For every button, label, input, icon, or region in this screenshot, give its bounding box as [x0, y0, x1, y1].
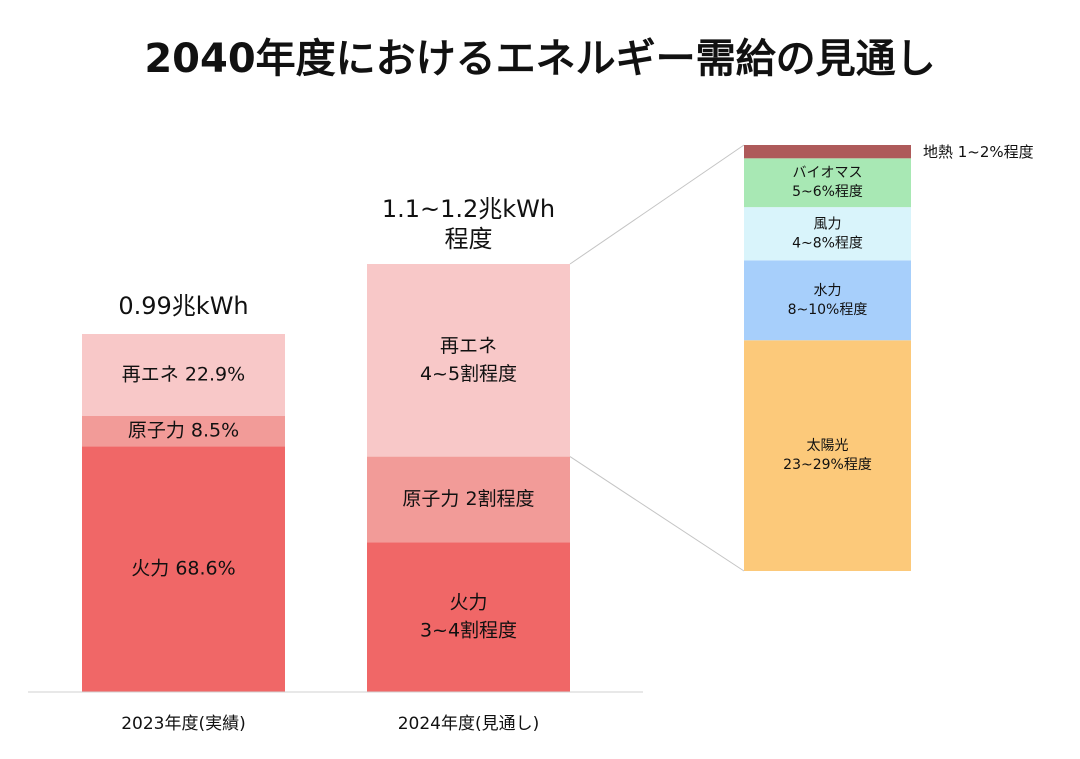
segment-label-0-0: 火力 68.6% — [131, 558, 235, 580]
segment-label-0-1: 原子力 8.5% — [128, 420, 239, 442]
segment-label-0-2: 再エネ 22.9% — [122, 363, 245, 385]
breakdown-label-0: 太陽光 23~29%程度 — [783, 438, 872, 473]
breakdown-segment-2 — [744, 207, 911, 261]
segment-label-1-0: 火力 3~4割程度 — [420, 592, 517, 642]
category-label-0: 2023年度(実績) — [121, 714, 246, 734]
bar-segment-0-1 — [82, 415, 285, 447]
segment-label-1-1: 原子力 2割程度 — [402, 488, 534, 510]
segment-label-1-2: 再エネ 4~5割程度 — [420, 335, 517, 385]
bar-segment-0-0 — [82, 446, 285, 692]
breakdown-label-3: バイオマス 5~6%程度 — [792, 165, 863, 200]
chart-title: 2040年度におけるエネルギー需給の見通し — [144, 36, 936, 82]
total-label-0: 0.99兆kWh — [118, 292, 248, 320]
total-label-1: 1.1~1.2兆kWh 程度 — [382, 195, 555, 253]
breakdown-label-2: 風力 4~8%程度 — [792, 216, 863, 251]
breakdown-segment-3 — [744, 158, 911, 208]
breakdown-label-1: 水力 8~10%程度 — [788, 283, 868, 318]
breakdown-segment-0 — [744, 340, 911, 571]
breakdown-side-label-4: 地熱 1~2%程度 — [923, 143, 1034, 161]
bar-segment-0-2 — [82, 334, 285, 416]
bar-segment-1-2 — [367, 264, 570, 457]
bar-segment-1-1 — [367, 456, 570, 543]
breakdown-segment-1 — [744, 260, 911, 341]
connector-line-bottom — [569, 456, 745, 572]
category-label-1: 2024年度(見通し) — [398, 714, 540, 734]
connector-line-top — [569, 144, 745, 265]
bar-segment-1-0 — [367, 542, 570, 692]
breakdown-segment-4 — [744, 145, 911, 159]
